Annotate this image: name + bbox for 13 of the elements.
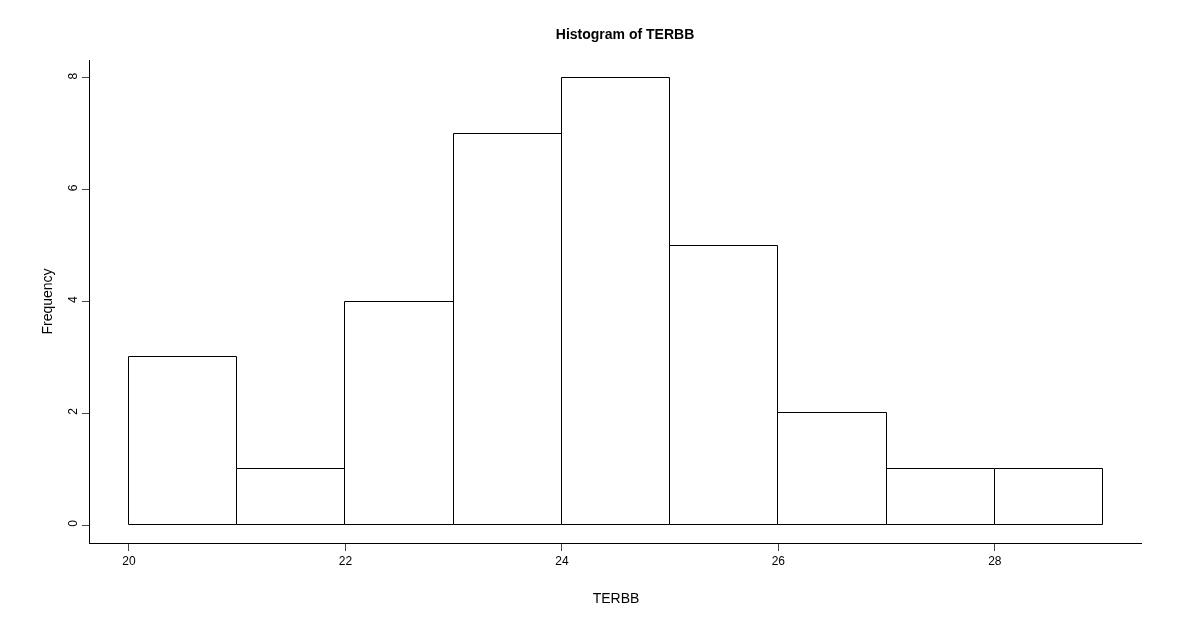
chart-title: Histogram of TERBB — [555, 25, 695, 42]
x-tick-label: 24 — [555, 554, 569, 569]
x-tick-label: 22 — [338, 554, 353, 569]
x-tick-label: 26 — [771, 554, 786, 569]
x-axis-title: TERBB — [592, 589, 640, 606]
y-tick-label: 8 — [66, 72, 81, 80]
x-tick-label: 28 — [988, 554, 1002, 569]
y-axis-title: Frequency — [38, 268, 55, 335]
y-tick-label: 4 — [66, 296, 81, 304]
y-tick-label: 2 — [66, 407, 81, 415]
y-tick-label: 6 — [66, 184, 81, 192]
y-tick-label: 0 — [66, 519, 81, 527]
x-tick-label: 20 — [122, 554, 136, 569]
